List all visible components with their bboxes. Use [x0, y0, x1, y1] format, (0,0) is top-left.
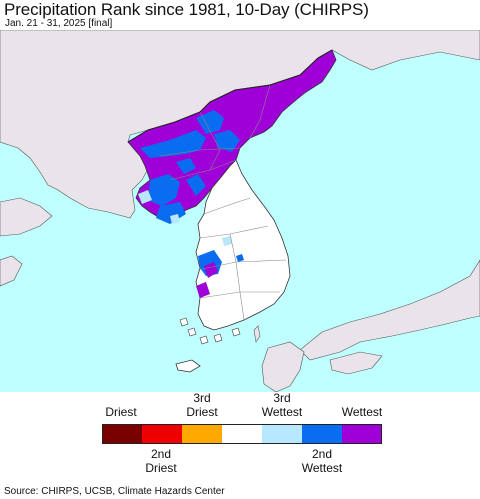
legend-swatch-wettest [342, 424, 382, 444]
date-range-subtitle: Jan. 21 - 31, 2025 [final] [5, 18, 113, 29]
legend-label-second-driest: 2nd Driest [121, 447, 201, 475]
legend-swatch-second-driest [142, 424, 182, 444]
second-wettest-patches [140, 110, 240, 224]
southern-islands [179, 317, 241, 345]
shandong-peninsula [0, 197, 53, 237]
south-korea-wet-patches [196, 236, 244, 298]
japan-shikoku [329, 351, 383, 375]
japan-kyushu [261, 341, 305, 392]
south-korea [195, 159, 291, 331]
jeju-island [175, 359, 201, 373]
legend-swatch-third-driest [182, 424, 222, 444]
source-credit: Source: CHIRPS, UCSB, Climate Hazards Ce… [4, 486, 225, 497]
china-coast-south [0, 255, 23, 287]
legend-label-second-wettest: 2nd Wettest [282, 447, 362, 475]
legend-swatch-driest [102, 424, 142, 444]
legend-label-third-wettest-text: 3rd Wettest [261, 391, 303, 419]
tsushima-island [253, 325, 261, 343]
legend-swatch-second-wettest [302, 424, 342, 444]
japan-honshu [299, 259, 480, 361]
country-border-north [127, 49, 333, 143]
precipitation-rank-map [0, 30, 480, 392]
legend-label-second-driest-text: 2nd Driest [145, 447, 177, 475]
china-russia-landmass [0, 30, 480, 219]
legend-swatch-normal [222, 424, 262, 444]
legend-label-third-wettest: 3rd Wettest [242, 391, 322, 419]
page-title: Precipitation Rank since 1981, 10-Day (C… [4, 0, 369, 19]
legend-label-driest: Driest [105, 405, 137, 419]
legend-label-third-driest-text: 3rd Driest [186, 391, 218, 419]
province-borders [159, 84, 287, 321]
legend-swatch-third-wettest [262, 424, 302, 444]
legend-label-second-wettest-text: 2nd Wettest [301, 447, 343, 475]
legend-label-wettest: Wettest [341, 405, 383, 419]
legend-label-third-driest: 3rd Driest [162, 391, 242, 419]
